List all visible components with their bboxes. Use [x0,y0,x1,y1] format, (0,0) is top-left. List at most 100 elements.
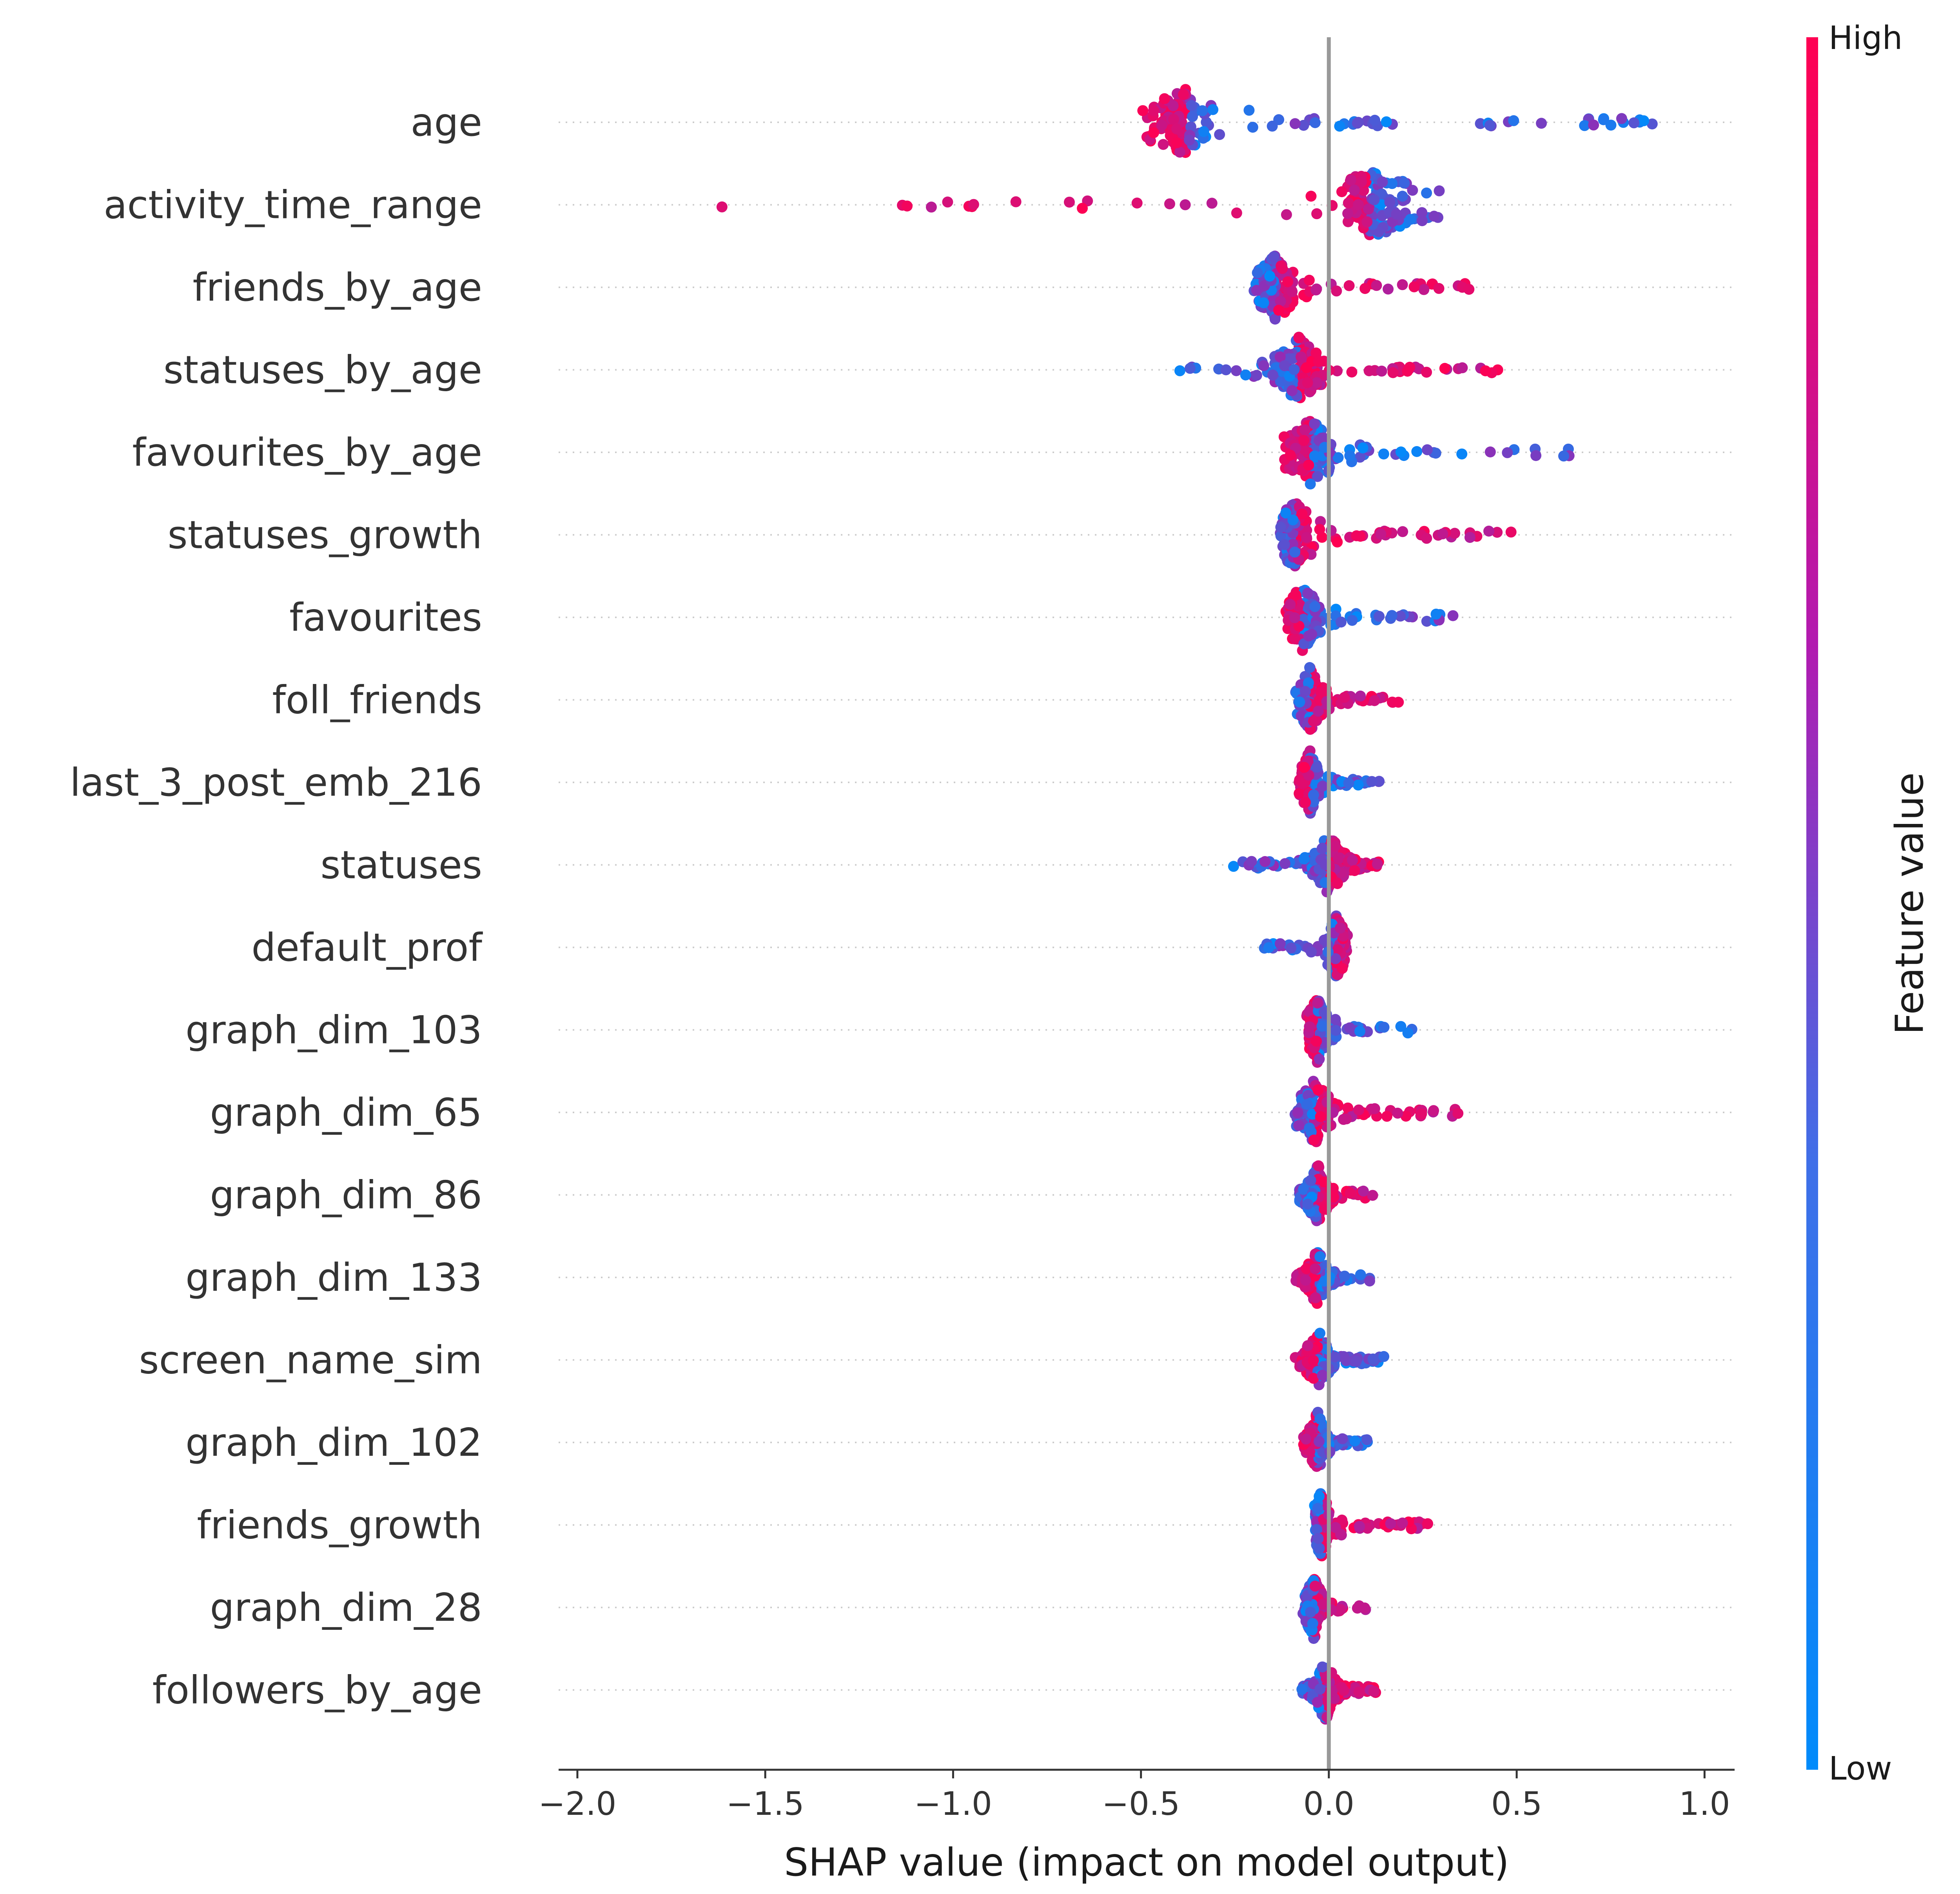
data-point [1383,283,1394,295]
data-point [1384,197,1396,208]
data-point [1371,280,1382,291]
feature-label: statuses_by_age [163,348,482,393]
data-point [1387,178,1398,189]
data-point [1294,599,1306,611]
data-point [1339,1270,1350,1282]
data-point [1375,528,1387,540]
data-point [1530,450,1542,461]
feature-label: statuses [321,843,482,888]
data-point [1294,697,1305,708]
data-point [1314,1103,1325,1114]
data-point [1342,1102,1354,1114]
data-point [1337,1433,1348,1444]
data-point [1359,283,1371,294]
data-point [942,196,953,208]
data-point [1416,207,1428,218]
data-point [1258,360,1269,371]
data-point [1428,210,1440,222]
data-point [1343,280,1355,291]
data-point [1310,1263,1321,1274]
data-point [1395,1021,1406,1032]
data-point [1330,953,1341,964]
data-point [1374,611,1385,622]
data-point [1330,1025,1341,1036]
data-point [1314,1413,1326,1425]
data-point [1331,285,1342,297]
data-point [1301,1263,1312,1274]
data-point [1300,1433,1312,1445]
data-point [1274,938,1286,949]
data-point [1416,1108,1427,1119]
data-point [1310,347,1322,359]
data-point [1378,1351,1390,1362]
data-point [1312,1503,1323,1514]
data-point [1314,1684,1326,1695]
data-point [1303,770,1314,781]
data-point [1174,365,1185,376]
data-point [1316,1021,1328,1032]
data-point [1298,853,1310,865]
x-axis-title: SHAP value (impact on model output) [784,1840,1509,1885]
data-point [1314,1251,1326,1262]
data-point [1294,788,1305,799]
data-point [1252,267,1263,278]
data-point [1368,194,1380,205]
feature-label: screen_name_sim [139,1338,482,1383]
data-point [1302,1099,1313,1110]
data-point [1063,196,1075,208]
data-point [1334,120,1345,132]
x-tick-label: −1.0 [914,1785,992,1823]
x-tick-label: −2.0 [538,1785,616,1823]
data-point [1314,524,1325,535]
x-tick-label: 0.5 [1491,1785,1542,1823]
data-point [1304,1123,1315,1134]
data-point [1421,187,1432,199]
data-point [1355,1269,1366,1281]
data-point [1452,1108,1464,1119]
data-point [1231,207,1242,219]
data-point [1312,1533,1324,1544]
data-point [1302,1340,1314,1351]
data-point [1198,126,1209,137]
data-point [1296,508,1308,519]
data-point [1338,1114,1349,1125]
data-point [1279,539,1290,550]
data-point [1289,364,1300,375]
data-point [1314,1436,1325,1447]
data-point [1251,370,1262,381]
data-point [1201,116,1212,128]
data-point [1264,270,1276,282]
data-point [1354,1521,1365,1532]
data-point [1638,115,1650,127]
data-point [1315,516,1326,527]
data-point [1308,1355,1319,1366]
feature-label: foll_friends [272,678,482,723]
data-point [1361,216,1373,227]
data-point [1303,274,1315,286]
data-point [1314,1328,1326,1339]
data-point [1343,778,1354,789]
feature-label: graph_dim_65 [210,1090,482,1135]
data-point [1298,435,1310,446]
colorbar-high-label: High [1829,20,1902,57]
data-point [1309,601,1321,612]
data-point [1301,532,1312,543]
data-point [1352,779,1364,791]
data-point [1397,279,1408,290]
data-point [1285,450,1296,461]
data-point [1343,216,1354,227]
data-point [1298,444,1310,455]
data-point [1289,546,1301,558]
data-point [1351,530,1362,541]
data-point [1313,356,1324,367]
data-point [1421,366,1432,378]
data-point [1492,527,1503,538]
data-point [1290,590,1301,601]
data-point [1372,858,1383,870]
data-point [1399,178,1410,189]
row-gridlines [559,122,1735,1691]
data-point [1167,100,1179,111]
data-point [1246,856,1257,867]
data-point [1378,1021,1390,1033]
feature-label: graph_dim_86 [210,1173,482,1218]
